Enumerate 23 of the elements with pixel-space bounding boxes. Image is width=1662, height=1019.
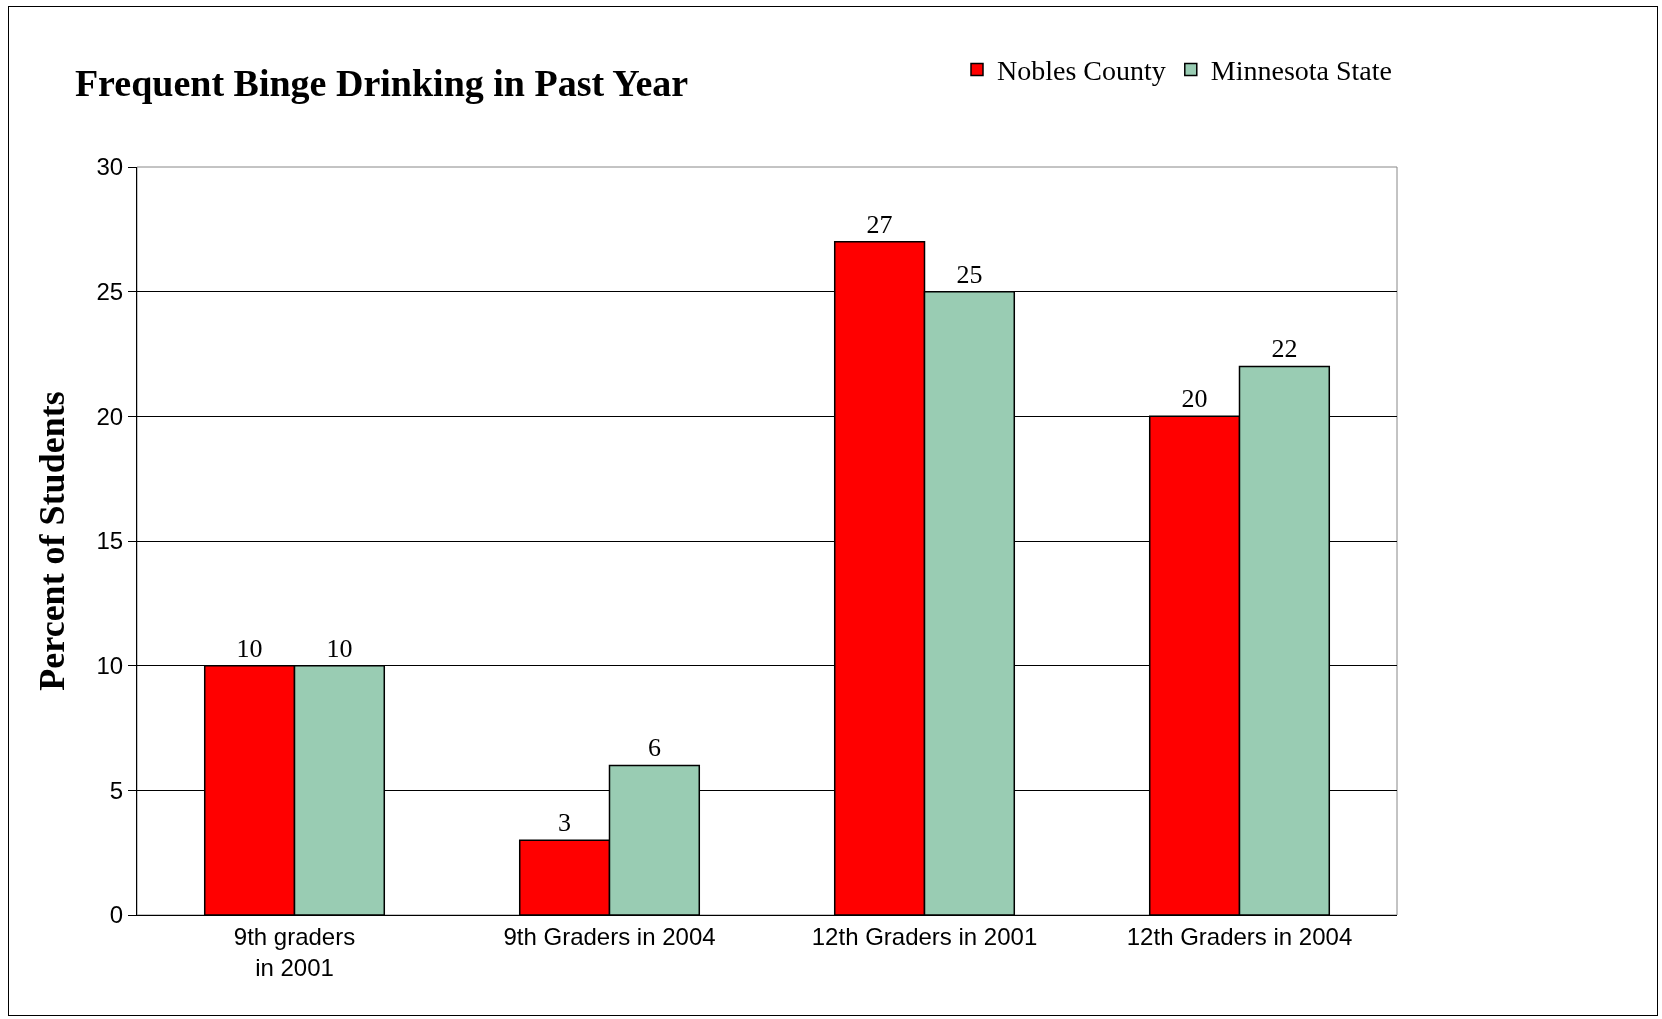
data-label: 22 (1271, 334, 1298, 364)
legend-label: Nobles County (997, 55, 1166, 87)
x-tick-label: 12th Graders in 2001 (811, 922, 1038, 950)
data-label: 27 (866, 209, 893, 239)
y-tick-label: 25 (96, 278, 124, 306)
x-tick-label: 12th Graders in 2004 (1126, 922, 1353, 950)
y-tick-label: 10 (96, 652, 124, 680)
y-tick-label: 15 (96, 527, 124, 555)
y-tick-label: 20 (96, 402, 124, 430)
y-tick-label: 5 (109, 776, 124, 804)
data-label: 3 (558, 808, 572, 838)
y-axis-title: Percent of Students (32, 391, 73, 691)
x-tick-label: 9th Graders in 2004 (503, 922, 716, 950)
y-tick-label: 0 (109, 901, 124, 929)
data-label: 6 (647, 733, 661, 763)
chart-title: Frequent Binge Drinking in Past Year (74, 61, 689, 104)
legend-label: Minnesota State (1210, 55, 1392, 87)
data-label: 10 (326, 633, 353, 663)
x-tick-label: 9th graders in 2001 (233, 922, 356, 981)
data-label: 20 (1181, 384, 1208, 414)
data-label: 10 (236, 633, 263, 663)
y-tick-label: 30 (96, 153, 124, 181)
data-label: 25 (956, 259, 983, 289)
